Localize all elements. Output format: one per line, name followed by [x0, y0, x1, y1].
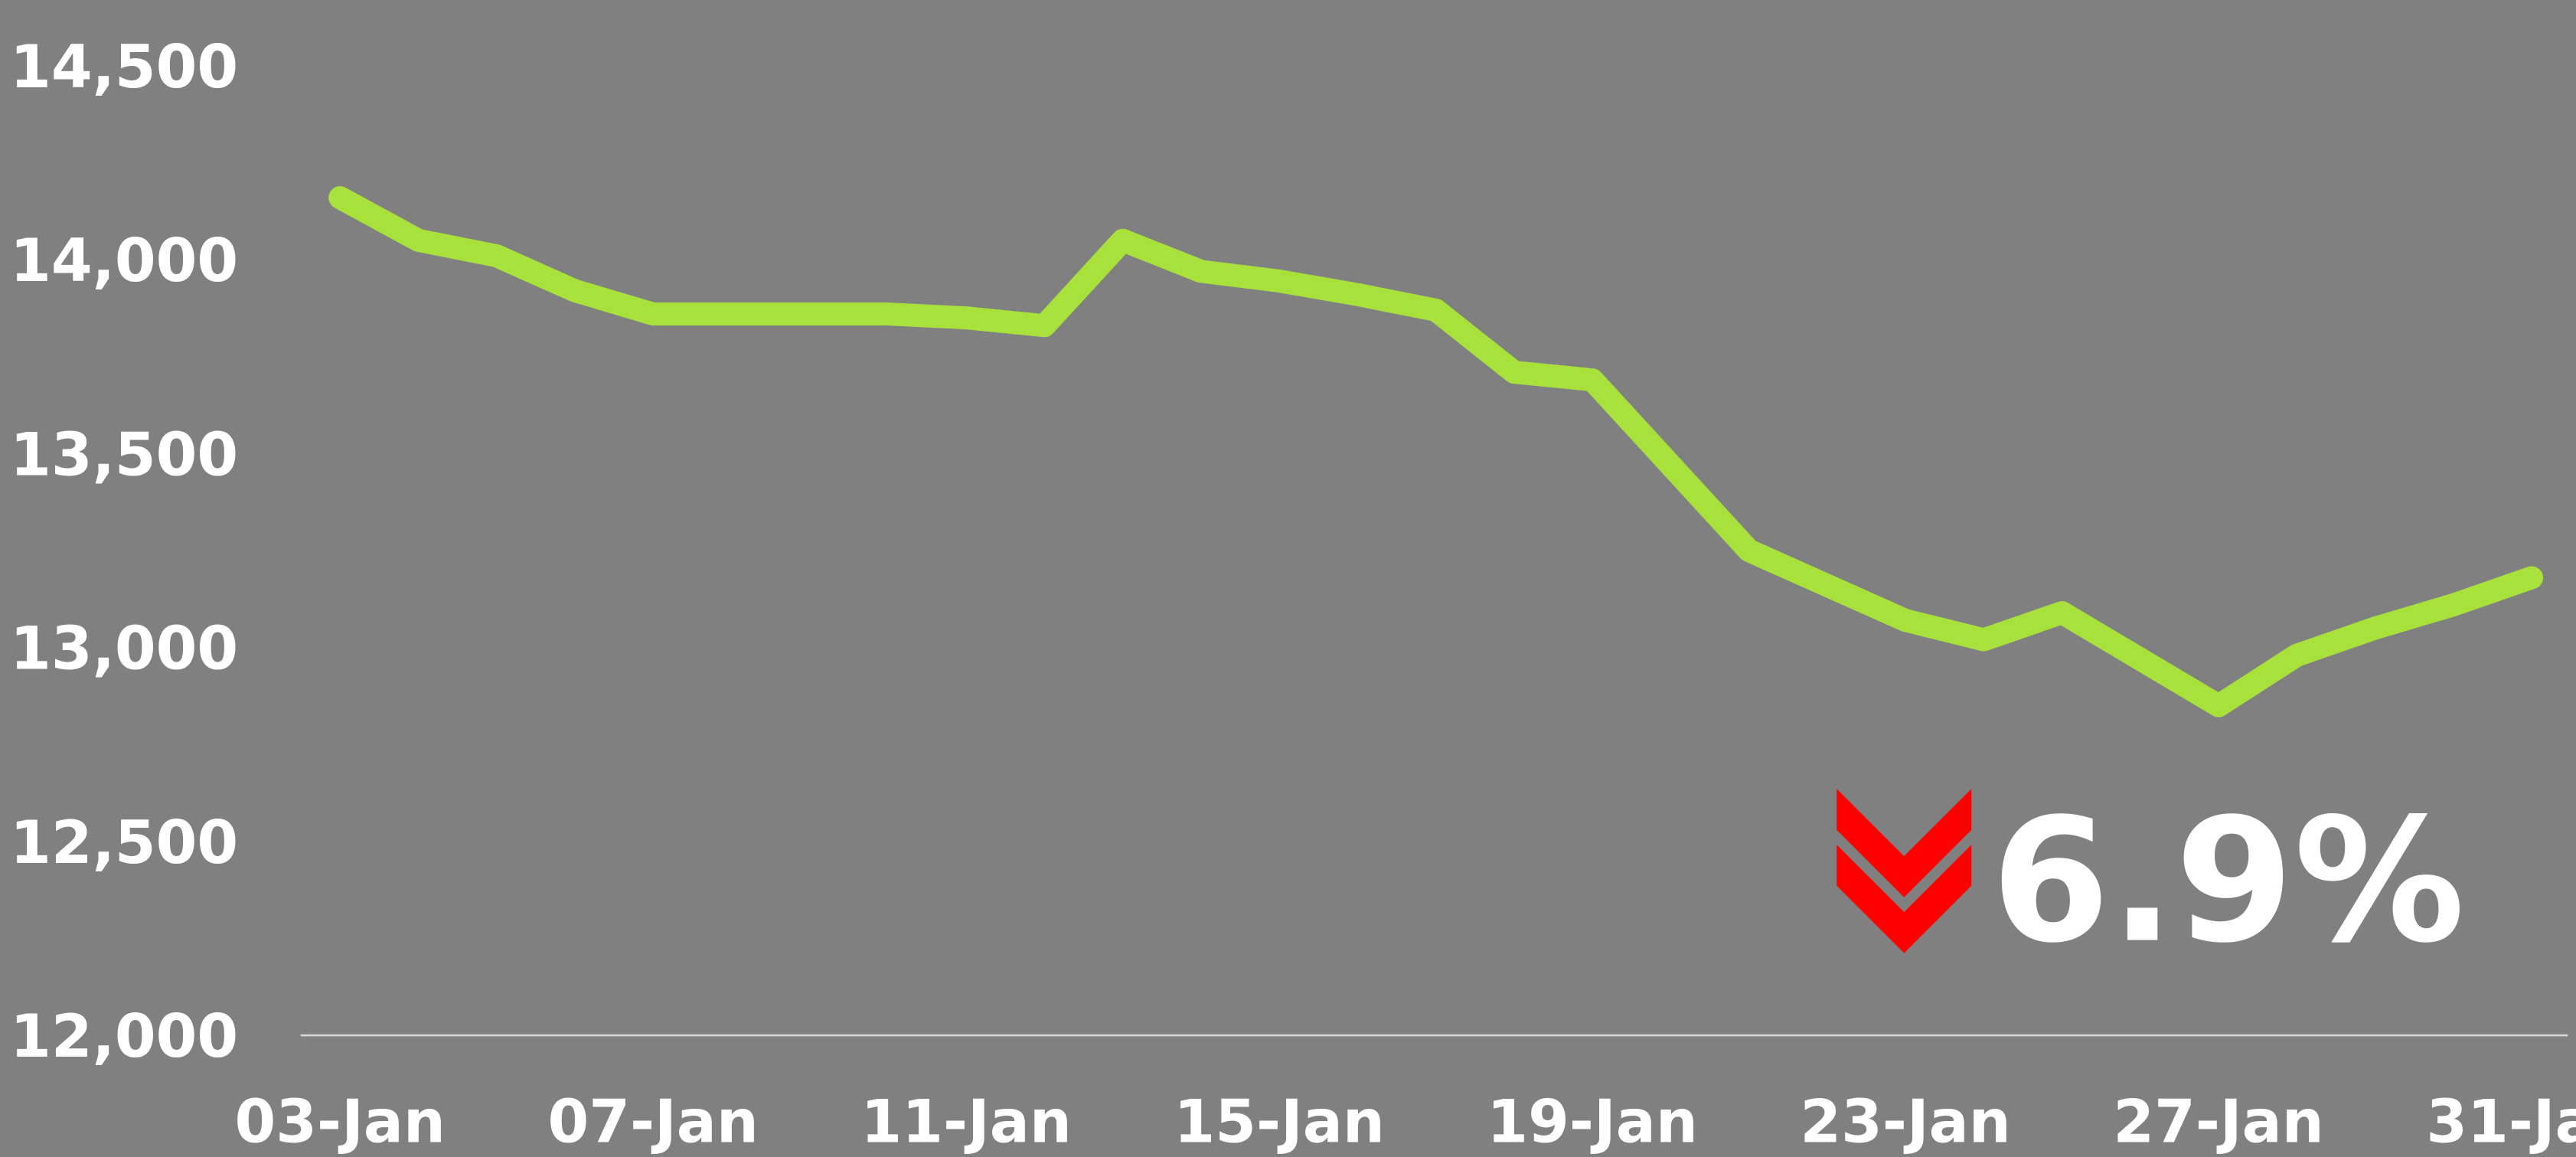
y-tick-label: 12,500 — [10, 809, 238, 878]
y-tick-label: 12,000 — [10, 1002, 238, 1071]
y-tick-label: 13,000 — [10, 615, 238, 684]
y-tick-label: 14,500 — [10, 33, 238, 102]
x-tick-label: 11-Jan — [860, 1088, 1071, 1157]
x-tick-label: 07-Jan — [547, 1088, 758, 1157]
x-tick-label: 31-Jan — [2426, 1088, 2576, 1157]
y-tick-label: 14,000 — [10, 227, 238, 296]
x-tick-label: 03-Jan — [235, 1088, 446, 1157]
down-chevrons — [1837, 789, 1972, 953]
x-tick-label: 23-Jan — [1800, 1088, 2010, 1157]
chevron — [1837, 845, 1972, 953]
x-tick-label: 27-Jan — [2113, 1088, 2323, 1157]
annotation: 6.9% — [1991, 782, 2465, 981]
chevron — [1837, 789, 1972, 897]
y-tick-label: 13,500 — [10, 420, 238, 489]
line-series — [328, 186, 2544, 717]
x-tick-label: 15-Jan — [1174, 1088, 1384, 1157]
x-tick-label: 19-Jan — [1487, 1088, 1697, 1157]
